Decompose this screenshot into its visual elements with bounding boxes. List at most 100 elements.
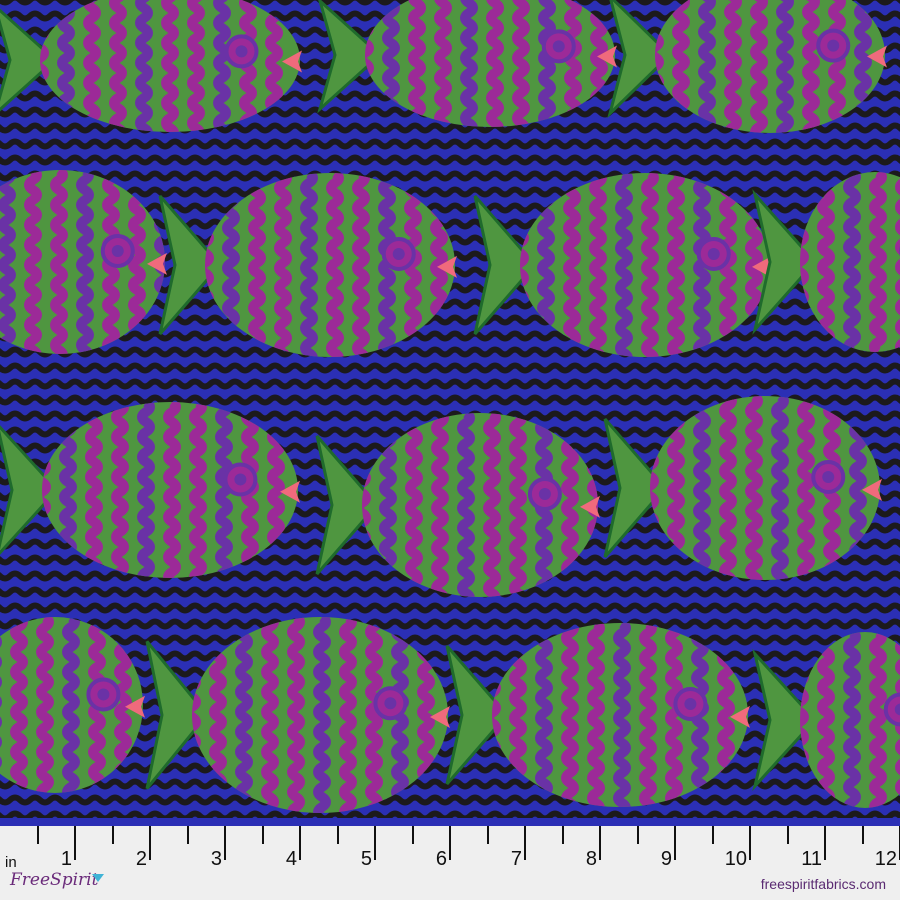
fish-stripe	[248, 173, 266, 357]
fish-eye	[883, 692, 900, 727]
fish-stripe	[378, 173, 396, 357]
fish-pupil	[827, 39, 840, 52]
fabric-swatch-pattern	[0, 0, 900, 826]
fish-stripe	[76, 170, 94, 354]
fish-stripe	[109, 0, 127, 132]
fish-lips	[147, 252, 167, 275]
fish	[752, 632, 900, 808]
fish-tail	[752, 189, 818, 335]
ruler-half-tick	[562, 826, 564, 844]
fish-stripe	[287, 617, 305, 813]
fish-stripe	[665, 623, 683, 807]
fish	[0, 402, 300, 578]
fish-pupil	[894, 703, 900, 716]
fish-stripe	[724, 0, 742, 133]
wave-line	[0, 138, 900, 150]
ruler-inch-tick	[674, 826, 676, 860]
fish-stripe	[719, 396, 737, 580]
fish-stripe	[261, 617, 279, 813]
ruler-inch-label: 6	[435, 848, 447, 870]
ruler-inch-label: 8	[585, 848, 597, 870]
fish-stripe	[137, 402, 155, 578]
fish-stripe	[313, 617, 331, 813]
ruler-half-tick	[337, 826, 339, 844]
fish-stripe	[869, 172, 887, 352]
fish-pupil	[384, 697, 397, 710]
fish-stripe	[0, 170, 16, 354]
ruler-half-tick	[787, 826, 789, 844]
ruler-half-tick	[487, 826, 489, 844]
ruler-inch-label: 12	[874, 848, 897, 870]
ruler-half-tick	[712, 826, 714, 844]
ruler-inch-label: 9	[660, 848, 672, 870]
wave-line	[0, 618, 900, 630]
fabric-edge	[0, 818, 900, 826]
fish-stripe	[24, 170, 42, 354]
wave-line	[0, 682, 900, 694]
ruler-half-tick	[262, 826, 264, 844]
fish-stripe	[300, 173, 318, 357]
ruler-inch-label: 7	[510, 848, 522, 870]
ruler-inch-tick	[224, 826, 226, 860]
fish-stripe	[693, 396, 711, 580]
ruler-inch-tick	[449, 826, 451, 860]
fish-stripe	[102, 170, 120, 354]
fish-pupil	[97, 688, 110, 701]
ruler-half-tick	[862, 826, 864, 844]
fish-lips	[867, 45, 887, 68]
fish-tail	[145, 640, 209, 790]
fish-pupil	[707, 247, 720, 260]
wave-line	[0, 714, 900, 726]
ruler-half-tick	[112, 826, 114, 844]
wave-line	[0, 362, 900, 374]
fish-stripe	[535, 623, 553, 807]
fish-stripe	[512, 0, 530, 127]
fish-stripe	[589, 173, 607, 357]
ruler-inch-tick	[149, 826, 151, 860]
wave-line	[0, 154, 900, 166]
fish-stripe	[434, 0, 452, 127]
fish-stripe	[486, 0, 504, 127]
fish-stripe	[365, 617, 383, 813]
fish-pupil	[392, 247, 405, 260]
fish-lips	[580, 495, 600, 518]
fish-stripe	[135, 0, 153, 132]
wave-line	[0, 666, 900, 678]
ruler-inch-tick	[824, 826, 826, 860]
ruler-inch-label: 11	[801, 848, 822, 870]
fish-stripe	[587, 623, 605, 807]
fish	[0, 170, 167, 354]
fish-stripe	[457, 413, 475, 597]
fish-tail	[473, 195, 537, 335]
fish-stripe	[561, 623, 579, 807]
ruler-inch-tick	[74, 826, 76, 860]
fish-lips	[437, 255, 457, 278]
fish-stripe	[483, 413, 501, 597]
wave-line	[0, 794, 900, 806]
fish-stripe	[745, 396, 763, 580]
fish-tail	[445, 645, 509, 785]
wave-line	[0, 330, 900, 342]
fish-stripe	[776, 0, 794, 133]
wave-line	[0, 186, 900, 198]
ruler-inch-tick	[374, 826, 376, 860]
fish-stripe	[36, 617, 54, 793]
wave-line	[0, 746, 900, 758]
fish-pupil	[822, 470, 835, 483]
fish-lips	[125, 695, 145, 718]
fish-stripe	[797, 396, 815, 580]
ruler-inch-tick	[299, 826, 301, 860]
fish-stripe	[639, 623, 657, 807]
fish-stripe	[869, 632, 887, 808]
fish-stripe	[693, 173, 711, 357]
ruler-inch-label: 10	[724, 848, 747, 870]
fish-lips	[862, 478, 882, 501]
website-link[interactable]: freespiritfabrics.com	[760, 876, 886, 892]
ruler-inch-tick	[524, 826, 526, 860]
fish	[158, 173, 457, 357]
fish-tail	[317, 0, 383, 114]
fish-stripe	[698, 0, 716, 133]
fish-stripe	[843, 632, 861, 808]
fish-stripe	[62, 617, 80, 793]
ruler-inch-label: 2	[135, 848, 147, 870]
